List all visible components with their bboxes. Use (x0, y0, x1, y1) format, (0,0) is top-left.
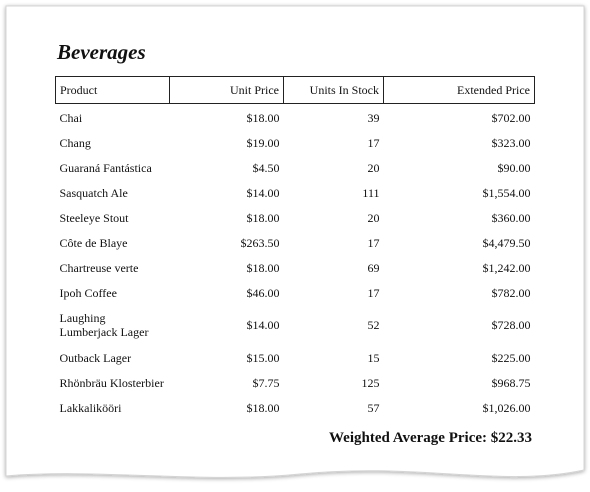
extended-price-cell: $225.00 (491, 350, 531, 365)
table-row: Steeleye Stout $18.00 20 $360.00 (56, 205, 535, 230)
product-cell: Sasquatch Ale (59, 185, 128, 200)
table-row: Chartreuse verte $18.00 69 $1,242.00 (56, 255, 535, 280)
column-header-product: Product (55, 76, 170, 104)
report-title: Beverages (57, 40, 146, 64)
extended-price-cell: $1,242.00 (482, 260, 531, 275)
table-row: Ipoh Coffee $46.00 17 $782.00 (56, 280, 535, 305)
extended-price-cell: $1,554.00 (482, 185, 531, 200)
unit-price-cell: $46.00 (246, 285, 280, 300)
product-cell: Guaraná Fantástica (59, 160, 152, 175)
column-header-unit-price: Unit Price (169, 76, 284, 104)
extended-price-cell: $782.00 (491, 285, 531, 300)
table-row: Sasquatch Ale $14.00 111 $1,554.00 (56, 180, 535, 205)
report-content: Beverages Product Unit Price Units In St… (55, 38, 535, 447)
product-cell: Laughing Lumberjack Lager (59, 311, 149, 339)
units-in-stock-cell: 20 (367, 160, 380, 175)
units-in-stock-cell: 15 (367, 350, 380, 365)
table-header-row: Product Unit Price Units In Stock Extend… (55, 76, 535, 104)
table-row: Rhönbräu Klosterbier $7.75 125 $968.75 (56, 370, 535, 395)
product-cell: Lakkalikööri (59, 400, 122, 415)
units-in-stock-cell: 17 (367, 135, 380, 150)
unit-price-cell: $4.50 (252, 160, 280, 175)
extended-price-cell: $968.75 (491, 375, 531, 390)
product-cell: Steeleye Stout (59, 210, 129, 225)
extended-price-cell: $728.00 (491, 318, 531, 332)
extended-price-cell: $1,026.00 (482, 400, 531, 415)
units-in-stock-cell: 125 (361, 375, 380, 390)
unit-price-cell: $18.00 (246, 400, 280, 415)
product-cell: Outback Lager (59, 350, 132, 365)
unit-price-cell: $7.75 (252, 375, 280, 390)
weighted-average-summary: Weighted Average Price: $22.33 (329, 430, 532, 446)
unit-price-cell: $19.00 (246, 135, 280, 150)
units-in-stock-cell: 20 (367, 210, 380, 225)
units-in-stock-cell: 17 (367, 235, 380, 250)
product-cell: Ipoh Coffee (59, 285, 117, 300)
extended-price-cell: $323.00 (491, 135, 531, 150)
product-cell: Côte de Blaye (59, 235, 128, 250)
column-header-units-in-stock: Units In Stock (283, 76, 384, 104)
extended-price-cell: $90.00 (497, 160, 531, 175)
unit-price-cell: $18.00 (246, 110, 280, 125)
product-cell: Chartreuse verte (59, 260, 139, 275)
units-in-stock-cell: 111 (362, 185, 380, 200)
extended-price-cell: $702.00 (491, 110, 531, 125)
table-row: Laughing Lumberjack Lager $14.00 52 $728.00 (56, 305, 535, 345)
unit-price-cell: $18.00 (246, 260, 280, 275)
extended-price-cell: $360.00 (491, 210, 531, 225)
product-cell: Rhönbräu Klosterbier (59, 375, 164, 390)
extended-price-cell: $4,479.50 (482, 235, 531, 250)
column-header-extended-price: Extended Price (383, 76, 535, 104)
table-row: Chang $19.00 17 $323.00 (56, 130, 535, 155)
units-in-stock-cell: 52 (367, 318, 380, 332)
unit-price-cell: $263.50 (240, 235, 280, 250)
table-row: Côte de Blaye $263.50 17 $4,479.50 (56, 230, 535, 255)
products-table: Product Unit Price Units In Stock Extend… (55, 76, 535, 420)
unit-price-cell: $18.00 (246, 210, 280, 225)
unit-price-cell: $14.00 (246, 185, 280, 200)
units-in-stock-cell: 39 (367, 110, 380, 125)
unit-price-cell: $14.00 (246, 318, 280, 332)
table-row: Lakkalikööri $18.00 57 $1,026.00 (56, 395, 535, 420)
table-row: Chai $18.00 39 $702.00 (56, 104, 535, 131)
units-in-stock-cell: 17 (367, 285, 380, 300)
table-row: Guaraná Fantástica $4.50 20 $90.00 (56, 155, 535, 180)
unit-price-cell: $15.00 (246, 350, 280, 365)
units-in-stock-cell: 69 (367, 260, 380, 275)
product-cell: Chang (59, 135, 91, 150)
product-cell: Chai (59, 110, 83, 125)
units-in-stock-cell: 57 (367, 400, 380, 415)
table-row: Outback Lager $15.00 15 $225.00 (56, 345, 535, 370)
